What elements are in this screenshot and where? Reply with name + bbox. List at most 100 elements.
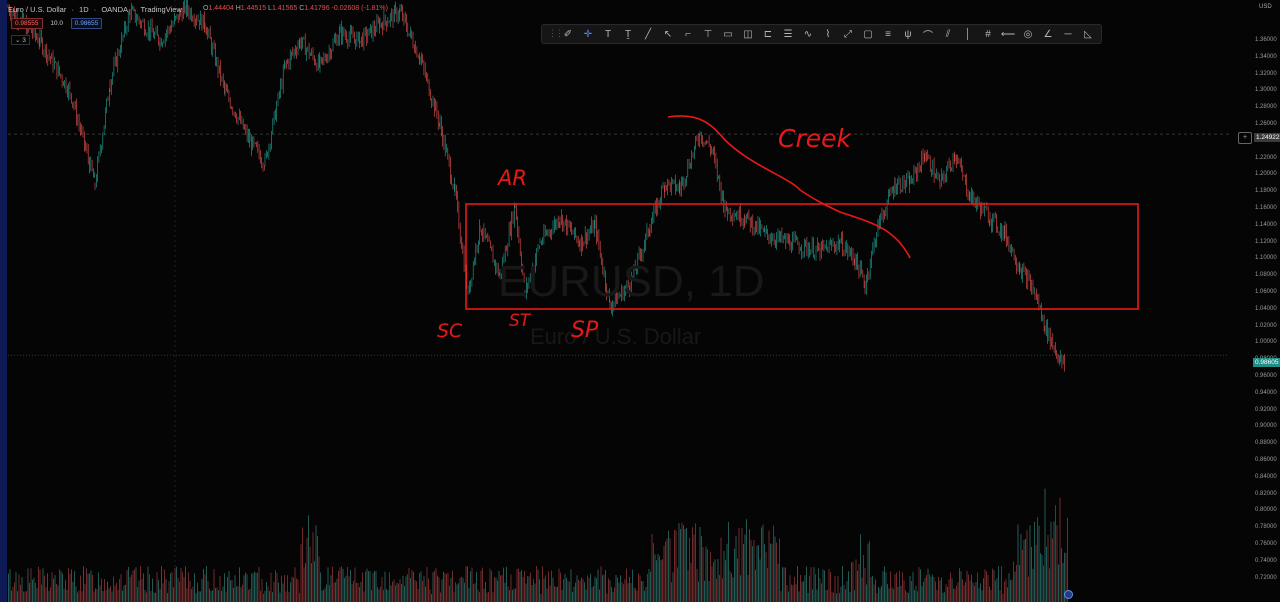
- volume-bar: [212, 590, 213, 602]
- volume-bar: [873, 584, 875, 602]
- volume-bar: [726, 543, 728, 602]
- volume-bar: [743, 544, 744, 602]
- volume-bar: [362, 572, 363, 602]
- crosshair-icon[interactable]: ✛: [583, 28, 593, 40]
- volume-bar: [672, 572, 674, 602]
- annotation-ar[interactable]: AR: [498, 166, 527, 190]
- price-label-icon[interactable]: ⊏: [763, 28, 773, 40]
- sell-button[interactable]: 0.98555: [11, 18, 43, 29]
- price-tick: 1.12000: [1255, 238, 1277, 245]
- annotation-st[interactable]: ST: [509, 311, 531, 331]
- volume-bar: [615, 574, 617, 602]
- volume-bar: [458, 583, 459, 602]
- arrow-cursor-icon[interactable]: ↖: [663, 28, 673, 40]
- cursor-icon[interactable]: ✐: [563, 28, 573, 40]
- volume-bar: [924, 577, 926, 602]
- volume-bar: [138, 580, 140, 602]
- volume-bar: [191, 589, 192, 602]
- toolbar-grip-icon[interactable]: ⋮⋮: [548, 28, 564, 38]
- annotation-sc[interactable]: SC: [437, 320, 463, 342]
- horizontal-ray-icon[interactable]: ⟵: [1000, 28, 1016, 40]
- volume-bar: [515, 588, 516, 602]
- rectangle-icon[interactable]: ▢: [863, 28, 873, 40]
- volume-bar: [188, 572, 189, 602]
- annotation-creek[interactable]: Creek: [778, 124, 851, 153]
- volume-bar: [942, 592, 944, 602]
- fib-retracement-icon[interactable]: ≡: [885, 28, 891, 40]
- chart-settings-icon[interactable]: [1064, 590, 1073, 599]
- vertical-line-icon[interactable]: │: [964, 28, 972, 40]
- volume-bar: [449, 585, 450, 602]
- trendline-icon[interactable]: ╱: [644, 28, 652, 40]
- volume-bar: [128, 566, 129, 602]
- volume-bar: [939, 580, 941, 602]
- pin-icon[interactable]: ⊤: [703, 28, 713, 40]
- volume-bar: [432, 572, 434, 602]
- volume-bar: [210, 590, 212, 602]
- volume-bar: [144, 590, 146, 602]
- text-anchor-icon[interactable]: Ṯ: [624, 28, 632, 40]
- volume-bar: [662, 559, 663, 602]
- comment-icon[interactable]: ▭: [723, 28, 733, 40]
- note-icon[interactable]: ◫: [743, 28, 753, 40]
- text-icon[interactable]: T: [604, 28, 612, 40]
- volume-bar: [642, 581, 644, 602]
- volume-bar: [690, 562, 692, 602]
- volume-bar: [1001, 566, 1002, 602]
- volume-bar: [680, 529, 681, 602]
- arc-icon[interactable]: ⌒: [923, 30, 933, 42]
- volume-bar: [923, 581, 924, 602]
- volume-bar: [962, 579, 963, 602]
- horizontal-line-icon[interactable]: ─: [1064, 28, 1072, 40]
- indicators-toggle[interactable]: ⌄ 3: [11, 35, 30, 45]
- volume-bar: [89, 573, 90, 602]
- volume-bar: [867, 543, 869, 602]
- pitchfork-icon[interactable]: ψ: [904, 28, 912, 40]
- volume-bar: [611, 587, 612, 602]
- price-axis[interactable]: USD 1.36000 1.34000 1.32000 1.30000 1.28000 1…: [1229, 0, 1280, 602]
- circle-icon[interactable]: ◎: [1023, 28, 1033, 40]
- volume-bar: [845, 589, 846, 602]
- volume-bar: [539, 579, 540, 602]
- volume-bar: [1035, 544, 1037, 602]
- volume-bar: [998, 566, 999, 602]
- triangle-icon[interactable]: ◺: [1084, 28, 1092, 40]
- volume-bar: [519, 571, 521, 602]
- volume-bar: [380, 586, 381, 602]
- volume-bar: [708, 580, 710, 602]
- symbol-name[interactable]: Euro / U.S. Dollar: [8, 5, 67, 14]
- volume-bar: [684, 529, 686, 602]
- path-icon[interactable]: ∿: [803, 28, 813, 40]
- volume-bar: [740, 575, 741, 602]
- highlighter-icon[interactable]: ⤢: [844, 28, 852, 40]
- axis-unit[interactable]: USD: [1259, 4, 1272, 10]
- price-tick: 1.06000: [1255, 289, 1277, 295]
- volume-bar: [408, 567, 410, 602]
- add-alert-icon[interactable]: +: [1238, 132, 1252, 144]
- interval-label[interactable]: 1D: [79, 5, 89, 14]
- volume-bar: [858, 564, 860, 602]
- volume-bar: [239, 567, 240, 602]
- price-tick: 1.10000: [1255, 255, 1277, 262]
- volume-bar: [110, 586, 111, 602]
- volume-bar: [405, 576, 407, 602]
- long-position-icon[interactable]: ☰: [783, 28, 793, 40]
- gann-icon[interactable]: #: [985, 28, 991, 40]
- volume-bar: [623, 584, 624, 602]
- parallel-channel-icon[interactable]: ⫽: [945, 28, 951, 40]
- volume-bar: [782, 567, 783, 602]
- price-tick: 0.88000: [1255, 440, 1277, 447]
- callout-icon[interactable]: ⌐: [685, 28, 691, 40]
- volume-bar: [15, 571, 17, 602]
- annotation-sp[interactable]: SP: [571, 318, 599, 343]
- volume-bar: [797, 566, 798, 602]
- last-price-label: 0.98605: [1253, 358, 1280, 367]
- symbol-header[interactable]: Euro / U.S. Dollar · 1D · OANDA · Tradin…: [8, 5, 182, 14]
- volume-bar: [626, 568, 627, 602]
- volume-bar: [753, 539, 755, 602]
- brush-icon[interactable]: ⌇: [825, 28, 831, 40]
- angle-icon[interactable]: ∠: [1043, 28, 1053, 40]
- buy-button[interactable]: 0.98655: [70, 18, 103, 29]
